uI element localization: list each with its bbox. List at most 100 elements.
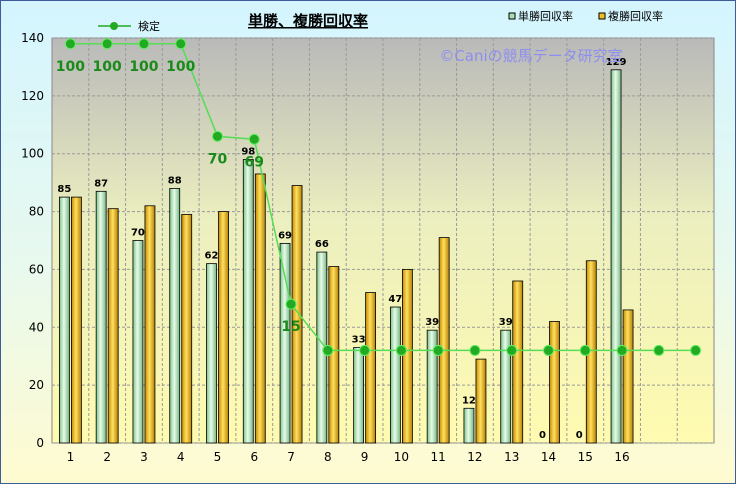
bars [58,69,634,444]
bar-win [500,329,512,444]
line-kentei [70,43,696,352]
bar-win [206,263,217,444]
bar-win [463,407,475,444]
point-kentei [359,344,371,356]
bar-label-win: 70 [131,228,145,239]
x-tick-label: 5 [214,450,222,464]
point-kentei [506,344,518,356]
bar-label-win: 98 [241,147,255,158]
bar-win [353,347,365,444]
point-kentei [212,130,223,142]
bar-win [169,188,181,444]
bar-win [95,190,107,444]
point-label-kentei: 100 [93,59,122,75]
y-tick-label: 20 [29,378,44,392]
bar-place [512,280,524,444]
bar-place [475,358,487,444]
bar-label-win: 47 [388,294,402,305]
point-kentei [616,344,628,356]
x-tick-label: 2 [103,450,111,464]
bar-label-win: 33 [352,335,366,346]
bar-label-win: 129 [606,57,627,68]
x-tick-label: 7 [287,450,295,464]
bar-place [70,196,82,444]
x-tick-label: 6 [250,450,258,464]
bar-label-win: 39 [499,317,513,328]
x-tick-label: 13 [504,450,519,464]
y-axis: 0 20 40 60 80 100 120 140 [21,31,44,450]
bar-label-win: 87 [94,178,108,189]
x-tick-label: 4 [177,450,185,464]
point-kentei [653,344,665,356]
legend-bars: 単勝回収率 複勝回収率 [508,9,663,23]
x-tick-label: 14 [541,450,556,464]
bar-win [132,240,144,444]
x-tick-label: 15 [578,450,593,464]
point-label-kentei: 69 [245,154,264,170]
point-kentei [690,344,702,356]
y-tick-label: 40 [29,320,44,334]
gridlines [52,37,714,444]
point-kentei [395,344,407,356]
bar-place [365,292,377,444]
point-kentei [543,344,554,356]
bar-win [242,159,254,444]
bar-place [218,211,229,444]
point-kentei [175,38,187,50]
bar-place [181,214,193,444]
point-label-kentei: 100 [56,59,85,75]
bar-place [549,321,560,444]
chart-title: 単勝、複勝回収率 [248,12,368,30]
bar-place [401,269,413,444]
bar-label-win: 39 [425,317,439,328]
bar-place [438,237,450,444]
bar-label-win: 62 [205,251,219,262]
kentei-line: 100 100 100 100 70 69 15 [56,38,702,356]
x-tick-label: 11 [431,450,446,464]
bar-place [107,208,119,444]
x-tick-label: 10 [394,450,409,464]
bar-win [426,329,438,444]
point-kentei [138,38,150,50]
bar-place [254,173,266,444]
point-kentei [322,344,334,356]
y-tick-label: 60 [29,262,44,276]
point-kentei [101,38,113,50]
bar-label-win: 66 [315,239,329,250]
x-axis: 1 2 3 4 5 6 7 8 9 10 11 12 13 14 15 16 [67,450,630,464]
bar-label-win: 0 [576,430,583,441]
bar-win [389,306,401,444]
bar-label-win: 88 [168,175,182,186]
point-kentei [285,298,297,310]
point-label-kentei: 70 [208,151,228,167]
y-tick-label: 140 [21,31,44,45]
bar-label-win: 12 [462,395,476,406]
y-tick-label: 100 [21,147,44,161]
point-kentei [248,133,260,145]
point-kentei [579,344,591,356]
bar-win [58,196,70,444]
bar-place [144,205,156,444]
point-label-kentei: 15 [281,319,300,335]
x-tick-label: 8 [324,450,332,464]
bar-win [610,69,622,444]
point-kentei [64,38,76,50]
bar-place [622,309,634,444]
bar-place [291,185,303,444]
bar-win [279,242,291,444]
point-kentei [469,344,481,356]
y-tick-label: 0 [36,436,44,450]
bar-label-win: 69 [278,230,292,241]
x-tick-label: 1 [67,450,75,464]
legend-label-kentei: 検定 [138,19,160,33]
x-tick-label: 12 [467,450,482,464]
legend-line: 検定 [98,19,160,33]
y-tick-label: 120 [21,89,44,103]
x-tick-label: 3 [140,450,148,464]
point-label-kentei: 100 [166,59,195,75]
x-tick-label: 9 [361,450,369,464]
legend-label-place: 複勝回収率 [608,9,663,23]
bar-label-win: 85 [57,184,71,195]
